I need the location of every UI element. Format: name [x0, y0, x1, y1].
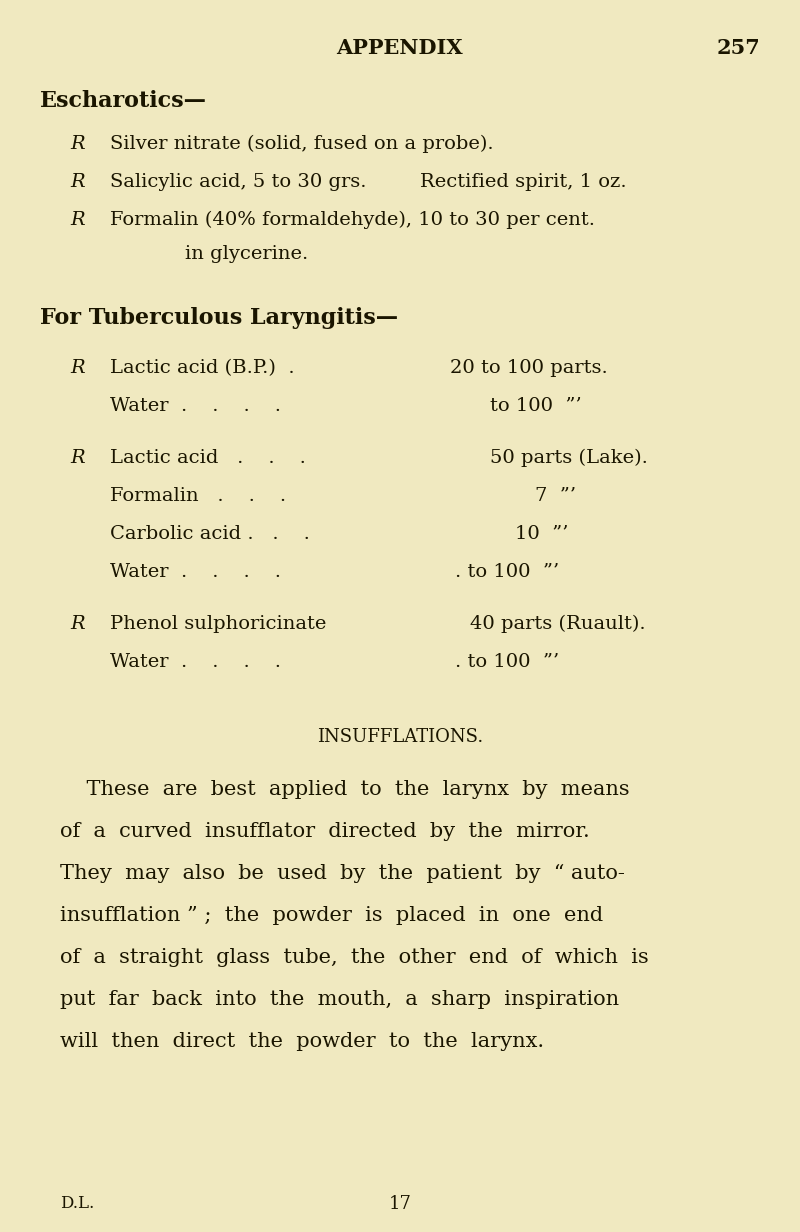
Text: Phenol sulphoricinate: Phenol sulphoricinate [110, 615, 326, 633]
Text: For Tuberculous Laryngitis—: For Tuberculous Laryngitis— [40, 307, 398, 329]
Text: Silver nitrate (solid, fused on a probe).: Silver nitrate (solid, fused on a probe)… [110, 136, 494, 153]
Text: 20 to 100 parts.: 20 to 100 parts. [450, 359, 608, 377]
Text: D.L.: D.L. [60, 1195, 94, 1212]
Text: of  a  straight  glass  tube,  the  other  end  of  which  is: of a straight glass tube, the other end … [60, 947, 649, 967]
Text: 257: 257 [716, 38, 760, 58]
Text: of  a  curved  insufflator  directed  by  the  mirror.: of a curved insufflator directed by the … [60, 822, 590, 841]
Text: insufflation ” ;  the  powder  is  placed  in  one  end: insufflation ” ; the powder is placed in… [60, 906, 603, 925]
Text: R: R [70, 211, 85, 229]
Text: Rectified spirit, 1 oz.: Rectified spirit, 1 oz. [420, 172, 626, 191]
Text: 50 parts (Lake).: 50 parts (Lake). [490, 448, 648, 467]
Text: to 100  ”’: to 100 ”’ [490, 397, 582, 415]
Text: APPENDIX: APPENDIX [337, 38, 463, 58]
Text: Formalin (40% formaldehyde), 10 to 30 per cent.: Formalin (40% formaldehyde), 10 to 30 pe… [110, 211, 595, 229]
Text: 10  ”’: 10 ”’ [515, 525, 569, 543]
Text: Salicylic acid, 5 to 30 grs.: Salicylic acid, 5 to 30 grs. [110, 172, 366, 191]
Text: 7  ”’: 7 ”’ [535, 487, 576, 505]
Text: . to 100  ”’: . to 100 ”’ [455, 563, 559, 582]
Text: Formalin   .    .    .: Formalin . . . [110, 487, 286, 505]
Text: will  then  direct  the  powder  to  the  larynx.: will then direct the powder to the laryn… [60, 1032, 544, 1051]
Text: Carbolic acid .   .    .: Carbolic acid . . . [110, 525, 310, 543]
Text: INSUFFLATIONS.: INSUFFLATIONS. [317, 728, 483, 747]
Text: Lactic acid   .    .    .: Lactic acid . . . [110, 448, 306, 467]
Text: R: R [70, 615, 85, 633]
Text: put  far  back  into  the  mouth,  a  sharp  inspiration: put far back into the mouth, a sharp ins… [60, 991, 619, 1009]
Text: They  may  also  be  used  by  the  patient  by  “ auto-: They may also be used by the patient by … [60, 864, 625, 883]
Text: in glycerine.: in glycerine. [185, 245, 308, 262]
Text: Escharotics—: Escharotics— [40, 90, 207, 112]
Text: 40 parts (Ruault).: 40 parts (Ruault). [470, 615, 646, 633]
Text: R: R [70, 359, 85, 377]
Text: Water  .    .    .    .: Water . . . . [110, 397, 281, 415]
Text: . to 100  ”’: . to 100 ”’ [455, 653, 559, 671]
Text: Lactic acid (B.P.)  .: Lactic acid (B.P.) . [110, 359, 294, 377]
Text: Water  .    .    .    .: Water . . . . [110, 653, 281, 671]
Text: Water  .    .    .    .: Water . . . . [110, 563, 281, 582]
Text: R: R [70, 448, 85, 467]
Text: 17: 17 [389, 1195, 411, 1214]
Text: R: R [70, 136, 85, 153]
Text: R: R [70, 172, 85, 191]
Text: These  are  best  applied  to  the  larynx  by  means: These are best applied to the larynx by … [60, 780, 630, 800]
